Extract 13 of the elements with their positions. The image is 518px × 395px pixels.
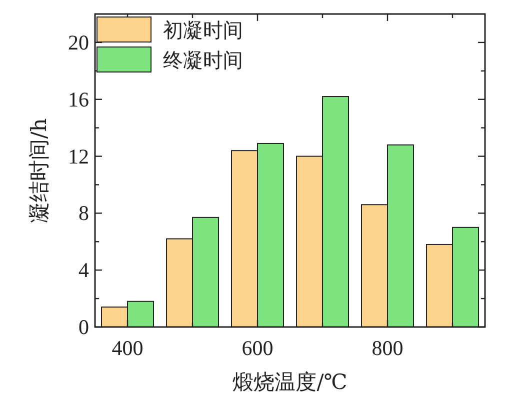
y-tick-label: 8 [78, 201, 89, 226]
legend-label: 终凝时间 [163, 48, 243, 72]
y-tick-label: 12 [68, 144, 89, 168]
y-tick-label: 16 [68, 87, 89, 112]
y-axis-title: 凝结时间/h [27, 118, 51, 223]
y-tick-label: 4 [78, 258, 90, 282]
legend-label: 初凝时间 [163, 18, 243, 42]
y-tick-label: 20 [68, 30, 89, 54]
x-tick-label: 800 [372, 336, 404, 360]
x-tick-label: 600 [242, 336, 274, 360]
x-tick-label: 400 [112, 336, 144, 360]
x-axis-title: 煅烧温度/℃ [232, 370, 348, 394]
y-tick-label: 0 [78, 315, 89, 339]
